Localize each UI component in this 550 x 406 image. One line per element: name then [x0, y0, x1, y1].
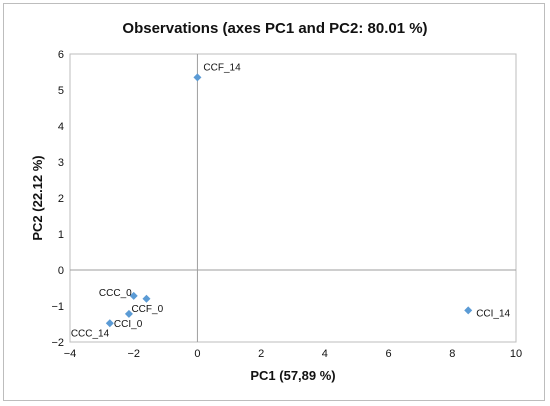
- point-label: CCI_14: [476, 308, 510, 319]
- x-axis-title: PC1 (57,89 %): [250, 368, 335, 383]
- point-label: CCF_14: [203, 62, 241, 73]
- y-tick-label: −1: [51, 301, 64, 313]
- plot-area: [69, 53, 517, 343]
- x-tick-label: 10: [510, 348, 522, 360]
- y-tick-label: 2: [58, 193, 64, 205]
- x-tick-label: −2: [127, 348, 140, 360]
- x-tick-label: 2: [258, 348, 264, 360]
- point-label: CCC_0: [99, 288, 132, 299]
- y-tick-label: 4: [58, 121, 64, 133]
- y-tick-label: 3: [58, 157, 64, 169]
- point-label: CCC_14: [71, 328, 110, 339]
- points-layer: CCF_14 CCC_0 CCF_0 CCI_0 CCC_14 CCI_14: [71, 62, 511, 339]
- scatter-point: [193, 73, 202, 82]
- y-tick-label: −2: [51, 337, 64, 349]
- x-tick-label: 0: [194, 348, 200, 360]
- scatter-point: [105, 319, 114, 328]
- point-label: CCI_0: [114, 319, 143, 330]
- scatter-point: [129, 291, 138, 300]
- x-tick-label: 4: [322, 348, 328, 360]
- y-tick-label: 1: [58, 229, 64, 241]
- axes-layer: [70, 54, 516, 342]
- y-tick-label: 6: [58, 49, 64, 61]
- x-tick-label: −4: [64, 348, 77, 360]
- x-tick-label: 8: [449, 348, 455, 360]
- scatter-point: [142, 294, 151, 303]
- y-tick-label: 0: [58, 265, 64, 277]
- point-label: CCF_0: [131, 304, 163, 315]
- chart-title: Observations (axes PC1 and PC2: 80.01 %): [122, 20, 427, 37]
- scatter-point: [464, 306, 473, 315]
- y-tick-label: 5: [58, 85, 64, 97]
- x-tick-label: 6: [386, 348, 392, 360]
- chart-frame: [3, 3, 545, 401]
- scatter-point: [124, 309, 133, 318]
- y-axis-title: PC2 (22.12 %): [30, 155, 45, 240]
